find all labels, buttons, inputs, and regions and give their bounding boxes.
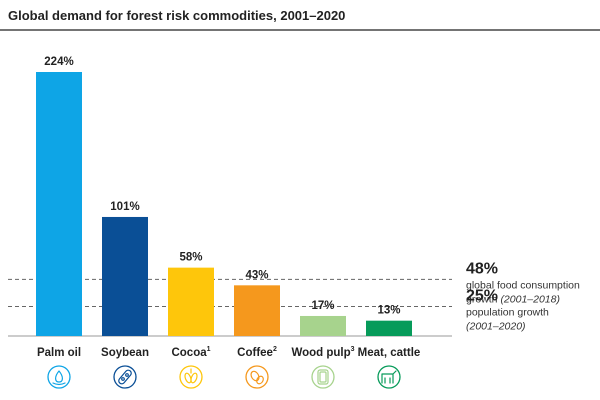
- category-label-palm-oil: Palm oil: [37, 347, 81, 359]
- reference-period-25: (2001–2020): [466, 321, 526, 333]
- soybean-icon: [113, 365, 137, 389]
- cattle-icon: [377, 365, 401, 389]
- bar-soybean: [102, 216, 148, 336]
- icons: [47, 365, 401, 389]
- chart-title: Global demand for forest risk commoditie…: [8, 8, 345, 23]
- bar-coffee: [234, 285, 280, 336]
- value-label-coffee: 43%: [245, 269, 268, 281]
- bars: [36, 72, 412, 336]
- bar-wood-pulp: [300, 315, 346, 336]
- reference-period-48: growth (2001–2018): [466, 293, 560, 305]
- value-label-soybean: 101%: [110, 201, 139, 213]
- category-label-cocoa: Cocoa1: [171, 346, 210, 359]
- reference-value-48: 48%: [466, 260, 498, 277]
- bar-meat-cattle: [366, 320, 412, 336]
- bar-cocoa: [168, 267, 214, 336]
- reference-value-25: 25%: [466, 288, 498, 305]
- cocoa-icon: [179, 365, 203, 389]
- coffee-icon: [245, 365, 269, 389]
- wood-pulp-icon: [311, 365, 335, 389]
- reference-lines: 48% global food consumption growth (2001–2…: [8, 260, 580, 333]
- value-label-meat-cattle: 13%: [377, 305, 400, 317]
- value-label-palm-oil: 224%: [44, 56, 73, 68]
- category-label-coffee: Coffee2: [237, 346, 277, 359]
- category-label-wood-pulp: Wood pulp3: [291, 346, 354, 359]
- reference-label-25: population growth: [466, 307, 549, 319]
- drop-icon: [47, 365, 71, 389]
- reference-label-48: global food consumption: [466, 279, 580, 291]
- bar-palm-oil: [36, 72, 82, 336]
- category-label-soybean: Soybean: [101, 347, 149, 359]
- labels: 224% Palm oil 101% Soybean 58% Cocoa1 43% Coffe…: [37, 56, 420, 359]
- value-label-wood-pulp: 17%: [311, 300, 334, 312]
- category-label-meat-cattle: Meat, cattle: [358, 347, 421, 359]
- value-label-cocoa: 58%: [179, 252, 202, 264]
